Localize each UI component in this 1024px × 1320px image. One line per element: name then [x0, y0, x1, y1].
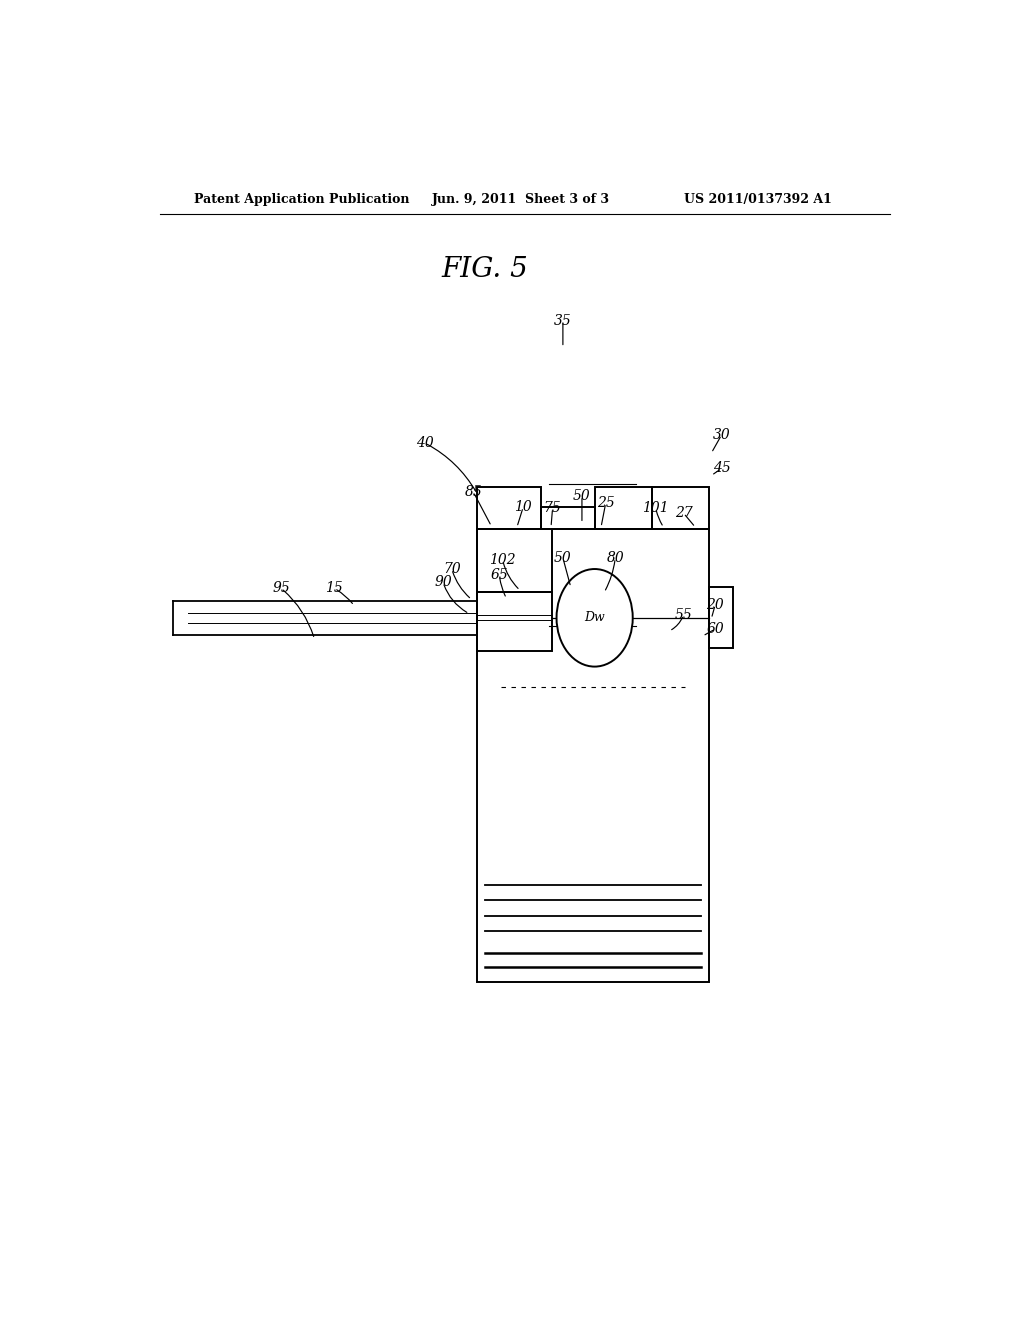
Bar	[652, 487, 709, 529]
Bar	[595, 487, 651, 529]
Text: 27: 27	[675, 506, 692, 520]
Circle shape	[556, 569, 633, 667]
Text: 10: 10	[514, 500, 532, 513]
Text: US 2011/0137392 A1: US 2011/0137392 A1	[684, 193, 831, 206]
Text: 45: 45	[713, 462, 730, 475]
Bar	[477, 487, 541, 529]
Text: 30: 30	[713, 428, 730, 442]
Bar	[477, 529, 709, 982]
Bar	[477, 529, 552, 593]
Text: 102: 102	[489, 553, 516, 566]
Text: 90: 90	[434, 576, 452, 589]
Bar	[541, 507, 595, 529]
Text: 85: 85	[464, 484, 482, 499]
Text: Patent Application Publication: Patent Application Publication	[194, 193, 410, 206]
Text: 101: 101	[642, 502, 669, 515]
Text: 70: 70	[443, 562, 461, 576]
Bar	[709, 587, 733, 648]
Text: Jun. 9, 2011  Sheet 3 of 3: Jun. 9, 2011 Sheet 3 of 3	[432, 193, 610, 206]
Text: 40: 40	[416, 436, 434, 450]
Text: 35: 35	[554, 314, 571, 329]
Text: 75: 75	[544, 502, 561, 515]
Text: 20: 20	[707, 598, 724, 611]
Text: 55: 55	[675, 607, 692, 622]
Text: 60: 60	[707, 622, 724, 636]
Text: FIG. 5: FIG. 5	[441, 256, 528, 284]
Text: 15: 15	[326, 581, 343, 595]
Text: 25: 25	[597, 496, 614, 510]
Text: Dw: Dw	[585, 611, 605, 624]
Text: 50: 50	[573, 488, 591, 503]
Text: 50: 50	[554, 550, 571, 565]
Text: 95: 95	[272, 581, 290, 595]
Text: 80: 80	[606, 550, 625, 565]
Bar	[477, 593, 552, 651]
Text: 65: 65	[490, 568, 508, 582]
